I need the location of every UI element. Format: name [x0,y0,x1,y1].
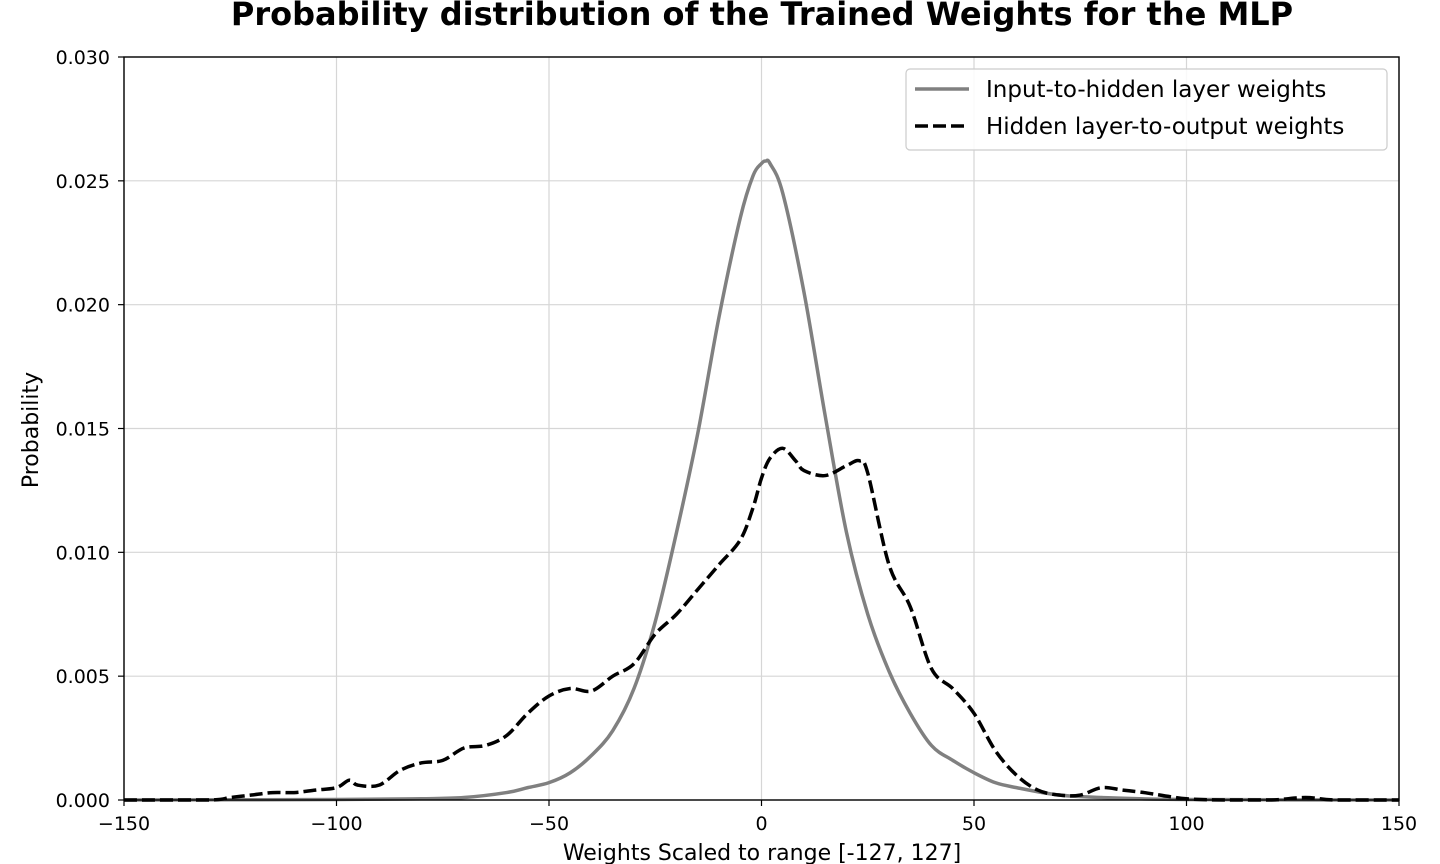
series-layer [123,158,1400,802]
x-tick-label: 150 [1381,813,1417,835]
tick-layer: −150 −100 −50 0 50 100 150 0.000 0.005 0.010 0.015… [56,47,1418,835]
legend-label-input-to-hidden: Input-to-hidden layer weights [986,77,1326,103]
legend-label-hidden-to-output: Hidden layer-to-output weights [986,114,1344,140]
series-line-hidden-to-output [124,446,1399,802]
x-tick-label: −150 [98,813,150,835]
grid-lines [123,56,1400,801]
x-tick-label: −100 [310,813,362,835]
y-tick-label: 0.000 [56,790,110,812]
legend-frame [905,68,1388,151]
x-axis-label: Weights Scaled to range [-127, 127] [563,841,961,864]
y-tick-label: 0.015 [56,419,110,441]
x-tick-label: 50 [962,813,986,835]
y-tick-label: 0.005 [56,666,110,688]
y-axis-label: Probability [19,372,44,488]
y-tick-label: 0.020 [56,295,110,317]
y-tick-label: 0.010 [56,542,110,564]
y-tick-label: 0.030 [56,47,110,69]
x-tick-label: 100 [1168,813,1204,835]
y-tick-label: 0.025 [56,171,110,193]
chart-title: Probability distribution of the Trained … [231,0,1293,33]
legend: Input-to-hidden layer weights Hidden lay… [905,68,1388,151]
series-line-input-to-hidden [123,158,1400,802]
x-tick-label: 0 [755,813,767,835]
x-tick-label: −50 [529,813,569,835]
